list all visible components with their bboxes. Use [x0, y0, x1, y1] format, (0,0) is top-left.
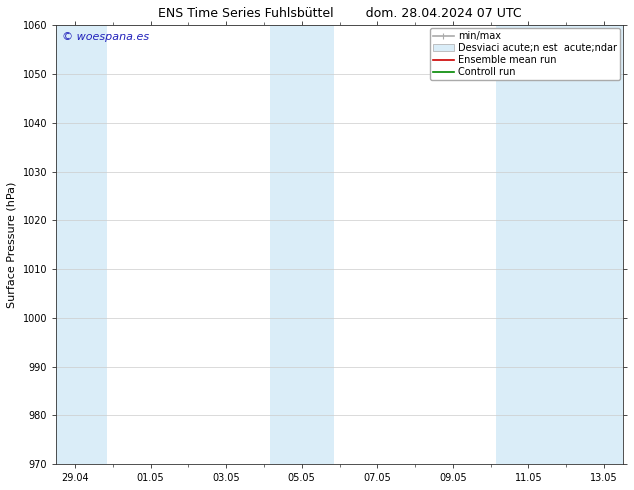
Text: © woespana.es: © woespana.es: [62, 32, 149, 42]
Bar: [496, 25, 623, 464]
Bar: [56, 25, 107, 464]
Bar: [269, 25, 334, 464]
Legend: min/max, Desviaci acute;n est  acute;ndar, Ensemble mean run, Controll run: min/max, Desviaci acute;n est acute;ndar…: [430, 28, 620, 80]
Title: ENS Time Series Fuhlsbüttel        dom. 28.04.2024 07 UTC: ENS Time Series Fuhlsbüttel dom. 28.04.2…: [158, 7, 521, 20]
Y-axis label: Surface Pressure (hPa): Surface Pressure (hPa): [7, 181, 17, 308]
